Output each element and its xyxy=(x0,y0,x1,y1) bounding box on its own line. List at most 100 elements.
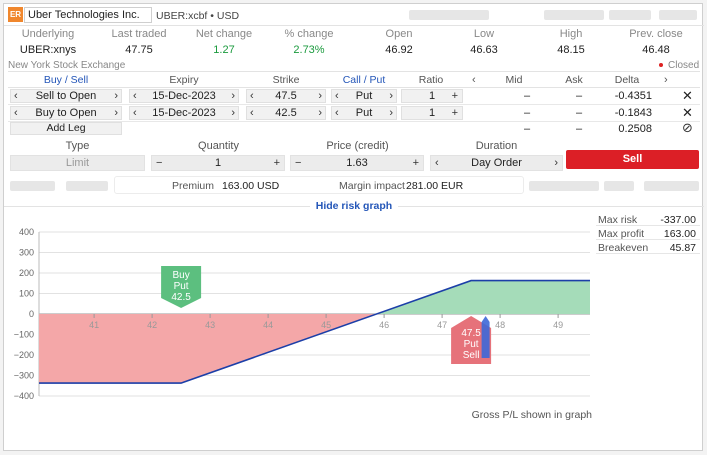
margin-value: 281.00 EUR xyxy=(406,180,464,192)
type-label: Type xyxy=(65,140,90,152)
chevron-right-icon[interactable]: › xyxy=(554,157,558,169)
quote-header: Last traded xyxy=(111,28,167,40)
loss-area xyxy=(39,314,377,384)
quote-header: High xyxy=(559,28,583,40)
chevron-right-icon[interactable]: › xyxy=(389,90,393,102)
header-bar: ER Uber Technologies Inc. UBER:xcbf • US… xyxy=(4,4,704,26)
quantity-label: Quantity xyxy=(198,140,239,152)
remove-leg-icon[interactable]: ✕ xyxy=(682,88,693,103)
leg-mid: – xyxy=(524,107,531,119)
chevron-left-icon[interactable]: ‹ xyxy=(133,90,137,102)
status-dot-icon xyxy=(659,63,663,67)
chevron-left-icon[interactable]: ‹ xyxy=(14,107,18,119)
risk-graph: 400 300 200 100 0 −100 −200 −300 −400 41 42 43 44 45 4… xyxy=(14,227,590,401)
max-profit-value: 163.00 xyxy=(663,228,696,240)
quantity-stepper[interactable]: −1 + xyxy=(151,155,285,171)
max-risk-label: Max risk xyxy=(598,214,638,226)
call-put-select[interactable]: ‹ Put › xyxy=(331,106,397,120)
option-order-window: ER Uber Technologies Inc. UBER:xcbf • US… xyxy=(3,3,704,451)
buy-put-marker xyxy=(161,266,202,308)
market-status: Closed xyxy=(668,60,700,71)
chevron-right-icon[interactable]: › xyxy=(318,90,322,102)
quote-value: 2.73% xyxy=(293,44,325,56)
scroll-right-icon[interactable]: › xyxy=(664,74,668,86)
action-select[interactable]: ‹ Buy to Open › xyxy=(10,106,122,120)
scroll-left-icon[interactable]: ‹ xyxy=(472,74,476,86)
chevron-right-icon[interactable]: › xyxy=(231,107,235,119)
x-tick-label: 43 xyxy=(205,320,215,330)
x-tick-label: 41 xyxy=(89,320,99,330)
quote-value: 47.75 xyxy=(125,44,153,56)
chevron-left-icon[interactable]: ‹ xyxy=(335,90,339,102)
plus-icon[interactable]: + xyxy=(273,157,280,169)
strike-select[interactable]: ‹ 47.5 › xyxy=(246,89,326,103)
plus-icon[interactable]: + xyxy=(412,157,419,169)
quote-value: 46.92 xyxy=(385,44,413,56)
quote-header: Low xyxy=(473,28,495,40)
strike-select[interactable]: ‹ 42.5 › xyxy=(246,106,326,120)
price-label: Price (credit) xyxy=(326,140,389,152)
clear-icon[interactable]: ⊘ xyxy=(682,120,693,135)
y-tick-label: 400 xyxy=(19,227,34,237)
expiry-select[interactable]: ‹ 15-Dec-2023 › xyxy=(129,106,239,120)
col-delta: Delta xyxy=(614,74,640,86)
chevron-right-icon[interactable]: › xyxy=(389,107,393,119)
x-tick-label: 47 xyxy=(437,320,447,330)
order-type-select[interactable]: Limit xyxy=(10,155,145,171)
buy-put-marker-label: Buy xyxy=(172,270,189,281)
chevron-left-icon[interactable]: ‹ xyxy=(250,90,254,102)
chevron-right-icon[interactable]: › xyxy=(231,90,235,102)
chevron-left-icon[interactable]: ‹ xyxy=(14,90,18,102)
ratio-stepper[interactable]: 1 + xyxy=(401,89,463,103)
total-delta: 0.2508 xyxy=(618,123,652,135)
profit-area xyxy=(376,280,590,314)
premium-label: Premium xyxy=(172,180,215,192)
add-leg-button[interactable]: Add Leg xyxy=(10,122,122,135)
y-tick-label: −200 xyxy=(14,350,34,360)
y-tick-label: 300 xyxy=(19,248,34,258)
payoff-line xyxy=(39,279,590,384)
breakeven-label: Breakeven xyxy=(598,242,649,254)
expiry-select[interactable]: ‹ 15-Dec-2023 › xyxy=(129,89,239,103)
symbol-line: UBER:xcbf • USD xyxy=(156,10,240,22)
hide-risk-graph-link[interactable]: Hide risk graph xyxy=(309,200,399,212)
max-profit-label: Max profit xyxy=(598,228,645,240)
x-tick-label: 45 xyxy=(321,320,331,330)
sell-put-marker-label: Sell xyxy=(463,350,480,361)
col-buy-sell: Buy / Sell xyxy=(43,74,89,86)
quote-header: Prev. close xyxy=(629,28,683,40)
duration-select[interactable]: ‹ Day Order › xyxy=(430,155,563,171)
quote-header: Net change xyxy=(195,28,253,40)
quote-value: 46.48 xyxy=(642,44,670,56)
quote-value: 46.63 xyxy=(470,44,498,56)
price-stepper[interactable]: −1.63 + xyxy=(290,155,424,171)
chevron-right-icon[interactable]: › xyxy=(114,107,118,119)
call-put-select[interactable]: ‹ Put › xyxy=(331,89,397,103)
y-tick-label: 200 xyxy=(19,268,34,278)
chevron-right-icon[interactable]: › xyxy=(318,107,322,119)
margin-label: Margin impact xyxy=(339,180,405,192)
chevron-left-icon[interactable]: ‹ xyxy=(335,107,339,119)
chevron-right-icon[interactable]: › xyxy=(114,90,118,102)
sell-button[interactable]: Sell xyxy=(566,150,699,169)
quote-header: Open xyxy=(385,28,413,40)
minus-icon[interactable]: − xyxy=(295,157,302,169)
plus-icon[interactable]: + xyxy=(451,90,458,102)
remove-leg-icon[interactable]: ✕ xyxy=(682,105,693,120)
ratio-stepper[interactable]: 1 + xyxy=(401,106,463,120)
col-expiry: Expiry xyxy=(169,74,199,86)
sell-put-marker-label: Put xyxy=(464,339,479,350)
chevron-left-icon[interactable]: ‹ xyxy=(133,107,137,119)
company-field[interactable]: Uber Technologies Inc. xyxy=(24,7,152,23)
sell-put-marker xyxy=(451,316,492,364)
sell-put-marker-label: 47.5 xyxy=(461,328,481,339)
chevron-left-icon[interactable]: ‹ xyxy=(250,107,254,119)
duration-label: Duration xyxy=(475,140,518,152)
action-select[interactable]: ‹ Sell to Open › xyxy=(10,89,122,103)
minus-icon[interactable]: − xyxy=(156,157,163,169)
last-price-marker xyxy=(481,316,490,358)
chevron-left-icon[interactable]: ‹ xyxy=(435,157,439,169)
plus-icon[interactable]: + xyxy=(451,107,458,119)
x-tick-label: 49 xyxy=(553,320,563,330)
leg-delta: -0.1843 xyxy=(614,107,652,119)
